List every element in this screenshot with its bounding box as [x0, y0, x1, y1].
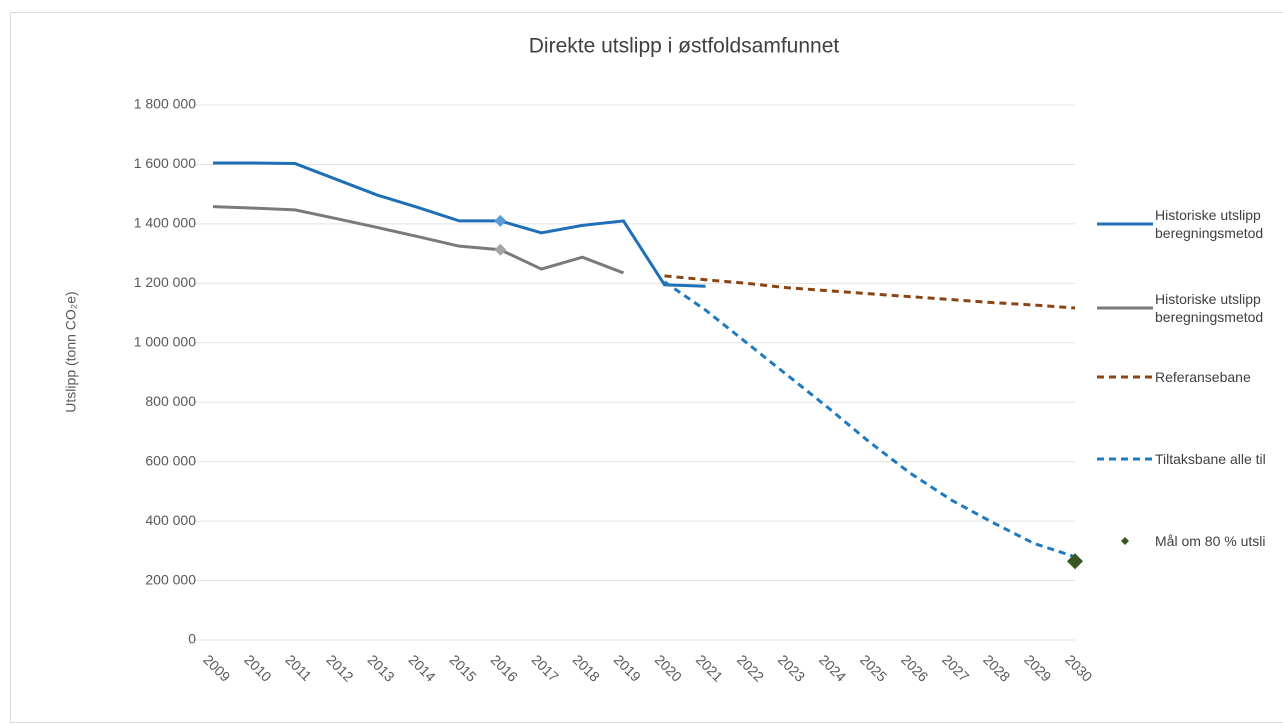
x-tick-label: 2021 — [693, 651, 726, 684]
series-marker — [494, 214, 507, 227]
legend-label: Referansebane — [1155, 369, 1251, 385]
x-tick-label: 2014 — [405, 651, 438, 684]
y-tick-label: 1 200 000 — [134, 274, 196, 290]
legend-swatch — [1097, 457, 1153, 461]
y-tick-label: 800 000 — [145, 393, 196, 409]
legend: Historiske utslipp beregningsmetod Histor… — [1093, 0, 1283, 724]
x-tick-label: 2013 — [364, 651, 397, 684]
legend-label: Historiske utslipp beregningsmetod — [1155, 207, 1264, 241]
chart-title: Direkte utslipp i østfoldsamfunnet — [529, 35, 840, 58]
series-line — [663, 280, 1076, 559]
legend-label: Mål om 80 % utsli — [1155, 533, 1266, 549]
target-marker — [1067, 553, 1083, 570]
x-tick-label: 2030 — [1062, 651, 1095, 684]
x-tick-label: 2020 — [652, 651, 685, 684]
x-tick-label: 2017 — [529, 651, 562, 684]
x-tick-label: 2019 — [611, 651, 644, 684]
x-tick-label: 2012 — [323, 651, 356, 684]
x-tick-label: 2024 — [816, 651, 849, 684]
x-tick-label: 2028 — [980, 651, 1013, 684]
y-tick-label: 1 800 000 — [134, 96, 196, 112]
legend-label: Tiltaksbane alle til — [1155, 451, 1266, 467]
x-tick-label: 2026 — [898, 651, 931, 684]
legend-item: Historiske utslipp beregningsmetod — [1093, 206, 1283, 242]
series-marker — [494, 243, 507, 256]
chart-frame — [10, 12, 1283, 723]
x-tick-label: 2025 — [857, 651, 890, 684]
series-line — [664, 274, 1076, 310]
series-line — [212, 205, 625, 275]
legend-swatch — [1097, 375, 1153, 379]
y-tick-label: 1 000 000 — [134, 333, 196, 349]
x-tick-label: 2023 — [775, 651, 808, 684]
x-tick-label: 2009 — [200, 651, 233, 684]
legend-swatch — [1097, 222, 1153, 226]
y-tick-label: 600 000 — [145, 452, 196, 468]
legend-item: Referansebane — [1093, 367, 1283, 387]
legend-swatch — [1121, 537, 1129, 545]
x-tick-label: 2016 — [488, 651, 521, 684]
legend-swatch — [1097, 306, 1153, 310]
x-tick-label: 2010 — [241, 651, 274, 684]
x-tick-label: 2018 — [570, 651, 603, 684]
y-tick-label: 1 400 000 — [134, 215, 196, 231]
x-tick-label: 2029 — [1021, 651, 1054, 684]
y-tick-label: 0 — [188, 631, 196, 647]
series-line — [213, 161, 706, 288]
x-tick-label: 2015 — [447, 651, 480, 684]
x-tick-label: 2022 — [734, 651, 767, 684]
x-tick-label: 2027 — [939, 651, 972, 684]
legend-item: Mål om 80 % utsli — [1093, 531, 1283, 551]
legend-item: Historiske utslipp beregningsmetod — [1093, 290, 1283, 326]
y-tick-label: 400 000 — [145, 512, 196, 528]
legend-item: Tiltaksbane alle til — [1093, 449, 1283, 469]
y-tick-label: 1 600 000 — [134, 155, 196, 171]
legend-marker — [1121, 537, 1129, 545]
y-tick-label: 200 000 — [145, 571, 196, 587]
legend-label: Historiske utslipp beregningsmetod — [1155, 291, 1264, 325]
y-axis-label: Utslipp (tonn CO₂e) — [63, 291, 79, 412]
x-tick-label: 2011 — [282, 651, 315, 684]
